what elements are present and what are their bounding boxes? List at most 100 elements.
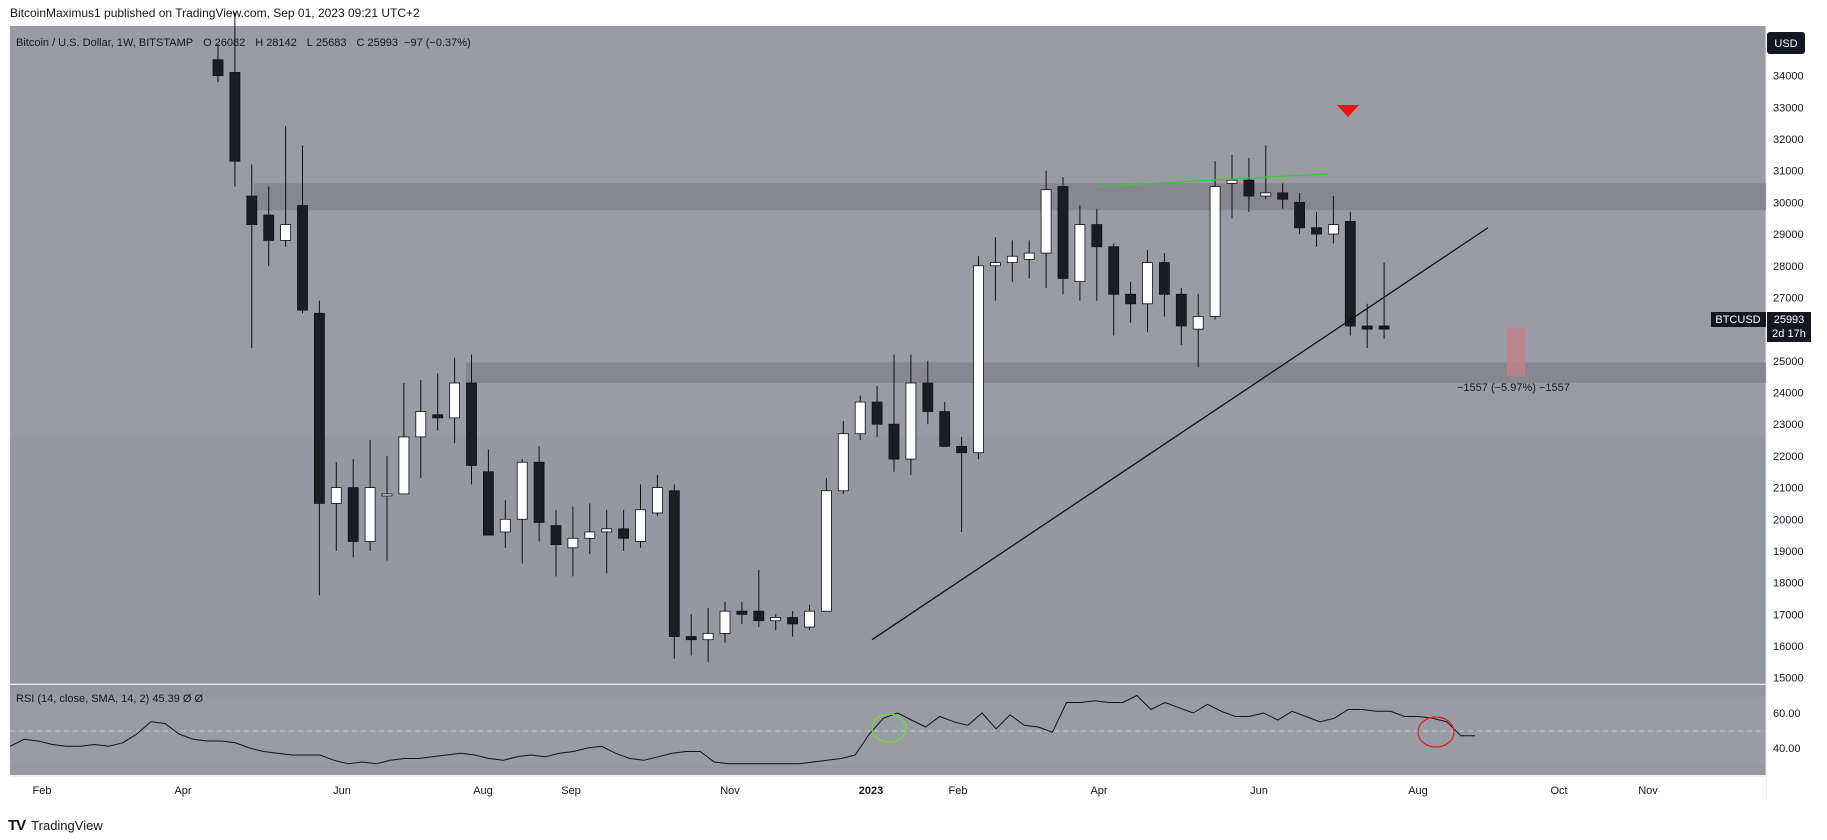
- candle: [905, 354, 917, 475]
- candle-body: [449, 382, 461, 419]
- rsi-header: RSI (14, close, SMA, 14, 2) 45.39 Ø Ø: [16, 693, 204, 705]
- price-tick-label: 15000: [1773, 673, 1804, 685]
- candle: [753, 569, 765, 628]
- price-axis[interactable]: [1766, 26, 1827, 775]
- time-tick-label: Aug: [473, 785, 493, 797]
- candle: [719, 601, 731, 643]
- price-ticks: 34000 33000 32000 31000 30000 29000 28000 27000…: [1773, 71, 1804, 685]
- candle-body: [601, 528, 613, 533]
- candle: [499, 500, 511, 548]
- candle: [787, 611, 798, 637]
- candle: [1074, 205, 1086, 301]
- candle-body: [1074, 224, 1086, 283]
- price-tag: BTCUSD 25993 2d 17h: [1711, 312, 1811, 342]
- candle: [1023, 240, 1035, 279]
- time-tick-label: Apr: [174, 785, 191, 797]
- candle: [516, 459, 528, 564]
- candle: [837, 421, 849, 494]
- price-tick-label: 29000: [1773, 229, 1804, 241]
- candle-body: [263, 214, 275, 241]
- candle-body: [668, 490, 680, 637]
- candle-body: [956, 445, 967, 454]
- candle: [804, 604, 815, 631]
- candle: [584, 503, 596, 555]
- time-tick-label: 2023: [859, 785, 883, 797]
- time-tick-label: Nov: [720, 785, 740, 797]
- price-tick-label: 24000: [1773, 388, 1804, 400]
- candle-body: [1175, 293, 1187, 327]
- time-ticks: Feb Apr Jun Aug Sep Nov 2023 Feb Apr Jun Aug Oct Nov: [33, 785, 1659, 797]
- time-axis[interactable]: [10, 776, 1766, 802]
- candle: [871, 386, 883, 437]
- price-tick-label: 23000: [1773, 419, 1804, 431]
- candle: [1361, 303, 1373, 349]
- candle-body: [685, 636, 697, 641]
- candle: [1226, 154, 1238, 219]
- footer-brand[interactable]: TV TradingView: [8, 815, 103, 835]
- candle: [635, 484, 646, 548]
- candle-body: [246, 195, 258, 225]
- tradingview-logo-icon: TV: [8, 816, 26, 834]
- candle: [685, 614, 697, 656]
- candle-body: [1294, 201, 1305, 229]
- candle-body: [1361, 325, 1373, 330]
- currency-button[interactable]: USD: [1767, 32, 1805, 54]
- candle-body: [618, 528, 629, 539]
- rsi-circle-red: [1417, 716, 1455, 748]
- candle: [280, 126, 292, 247]
- time-tick-label: Nov: [1638, 785, 1658, 797]
- candle: [1091, 208, 1103, 301]
- time-tick-label: Aug: [1408, 785, 1428, 797]
- candle: [821, 478, 832, 612]
- candle-body: [482, 471, 494, 536]
- candle-body: [1091, 224, 1103, 248]
- candle-body: [1040, 189, 1052, 254]
- ascending-trendline[interactable]: [871, 227, 1489, 641]
- candle: [466, 354, 477, 485]
- rsi-circle-green: [871, 713, 907, 743]
- green-resistance-line[interactable]: [1096, 173, 1328, 188]
- candle-body: [736, 610, 748, 615]
- rsi-line: [9, 694, 1475, 765]
- candle: [1006, 240, 1018, 282]
- rsi-tick-label: 40.00: [1773, 743, 1801, 755]
- candle-body: [499, 518, 511, 533]
- candle: [990, 237, 1001, 301]
- candle: [973, 256, 984, 460]
- candle: [432, 373, 444, 431]
- candles: [212, 12, 1390, 662]
- candle: [618, 509, 629, 551]
- price-tick-label: 22000: [1773, 451, 1804, 463]
- candle-body: [1378, 325, 1390, 330]
- candle: [381, 455, 393, 561]
- measure-box[interactable]: [1507, 327, 1525, 377]
- candle: [567, 506, 579, 577]
- time-tick-label: Apr: [1090, 785, 1107, 797]
- candle: [1175, 287, 1187, 345]
- candle-body: [1311, 227, 1322, 235]
- price-tick-label: 32000: [1773, 134, 1804, 146]
- candle: [1277, 183, 1289, 209]
- resistance-zone[interactable]: [254, 183, 1766, 211]
- candle-body: [922, 382, 934, 412]
- candle-body: [1125, 293, 1136, 305]
- time-tick-label: Jun: [333, 785, 351, 797]
- candle-body: [550, 525, 562, 546]
- svg-text:Bitcoin / U.S. Dollar, 1W, BIT: Bitcoin / U.S. Dollar, 1W, BITSTAMP O 2608…: [16, 37, 471, 49]
- rsi-ticks: 60.00 40.00: [1773, 708, 1801, 755]
- candle-body: [347, 487, 359, 542]
- support-zone[interactable]: [466, 362, 1766, 384]
- svg-text:BTCUSD: BTCUSD: [1715, 314, 1760, 326]
- candle-body: [1243, 179, 1255, 197]
- red-arrow-icon: [1337, 105, 1359, 117]
- candle: [1209, 161, 1221, 320]
- candle: [246, 164, 258, 349]
- price-tick-label: 21000: [1773, 483, 1804, 495]
- candle-body: [364, 487, 376, 542]
- price-tick-label: 33000: [1773, 102, 1804, 114]
- price-tick-label: 17000: [1773, 609, 1804, 621]
- candle-body: [398, 436, 410, 495]
- candle: [550, 509, 562, 577]
- candle-body: [939, 411, 951, 447]
